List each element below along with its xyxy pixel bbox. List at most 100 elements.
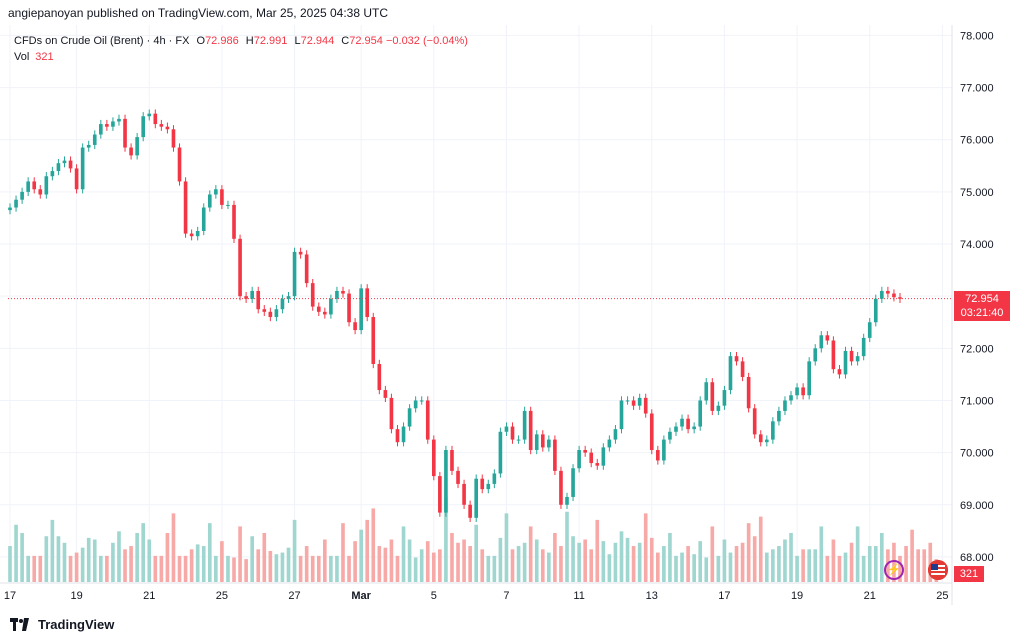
- candle: [323, 307, 327, 319]
- candle: [383, 385, 388, 403]
- candle: [656, 445, 660, 465]
- candle: [183, 177, 188, 238]
- candle: [365, 284, 370, 322]
- lightning-icon[interactable]: ⚡: [884, 560, 904, 580]
- candle-body: [807, 361, 811, 396]
- candle-body: [44, 176, 49, 195]
- candle: [631, 396, 636, 410]
- candle: [147, 109, 152, 121]
- candle-body: [516, 439, 521, 441]
- candle: [692, 422, 696, 434]
- candle: [468, 500, 472, 522]
- us-flag-icon[interactable]: [928, 560, 948, 580]
- volume-bar: [910, 529, 914, 582]
- candle-body: [377, 363, 382, 391]
- symbol-label[interactable]: CFDs on Crude Oil (Brent) · 4h · FX: [14, 35, 190, 47]
- candle-body: [304, 254, 309, 284]
- candle-body: [250, 290, 254, 299]
- volume-bar: [510, 549, 515, 582]
- candle: [359, 284, 363, 335]
- candle-body: [389, 397, 394, 430]
- candle-body: [783, 400, 787, 411]
- candle-body: [789, 395, 793, 401]
- candle: [92, 130, 97, 150]
- time-axis[interactable]: 17 19 21 25 27 Mar 5 7 11 13 17 19 21 25: [4, 590, 949, 602]
- volume-bar: [789, 532, 793, 582]
- volume-bar: [92, 539, 97, 582]
- candle-body: [316, 306, 321, 312]
- candle: [462, 479, 466, 509]
- candle: [849, 346, 854, 366]
- volume-bar: [99, 555, 103, 582]
- candle: [38, 185, 43, 199]
- volume-bar: [668, 532, 672, 582]
- candle-body: [456, 470, 460, 484]
- time-tick-label: 25: [216, 590, 228, 602]
- volume-bar: [425, 541, 430, 582]
- volume-bar: [438, 549, 442, 582]
- volume-bar: [831, 539, 836, 582]
- volume-bar: [649, 537, 654, 582]
- candle-body: [637, 397, 642, 406]
- candle: [807, 357, 811, 400]
- volume-bar: [280, 552, 285, 582]
- candle: [56, 159, 61, 176]
- candle: [438, 471, 442, 517]
- volume-bar: [698, 541, 703, 582]
- candle-body: [353, 322, 357, 331]
- candle: [577, 445, 581, 473]
- candle: [86, 140, 91, 152]
- price-tick-label: 71.000: [960, 395, 994, 407]
- volume-bar: [359, 529, 363, 582]
- time-tick-label: 21: [864, 590, 876, 602]
- volume-bar: [504, 513, 509, 582]
- price-tick-label: 76.000: [960, 135, 994, 147]
- candle-body: [898, 297, 902, 299]
- candle: [813, 344, 818, 366]
- candle: [795, 383, 799, 400]
- volume-bar: [86, 537, 91, 582]
- candle: [843, 346, 848, 379]
- candle-body: [813, 348, 818, 362]
- volume-bar: [286, 547, 291, 582]
- bar-countdown: 03:21:40: [960, 306, 1004, 319]
- volume-bar: [32, 555, 37, 582]
- time-tick-label: 7: [503, 590, 509, 602]
- candle: [444, 445, 448, 517]
- candle: [510, 422, 515, 444]
- volume-bar: [377, 546, 382, 582]
- candle: [159, 119, 164, 131]
- volume-bar: [601, 541, 606, 582]
- candle-body: [861, 337, 866, 357]
- volume-label[interactable]: Vol: [14, 51, 30, 63]
- candle-body: [758, 434, 763, 443]
- volume-bar: [516, 546, 521, 582]
- time-tick-label: 19: [70, 590, 82, 602]
- volume-bar: [365, 519, 370, 582]
- candle: [329, 294, 333, 319]
- candle: [734, 351, 739, 366]
- candle-body: [438, 476, 442, 513]
- volume-tag: 321: [954, 566, 984, 582]
- candle-body: [740, 361, 745, 378]
- grid-lines: [0, 25, 952, 583]
- candle-body: [268, 311, 273, 318]
- candle: [649, 409, 654, 455]
- volume-bar: [686, 546, 690, 582]
- candle-body: [159, 124, 164, 127]
- candle-body: [365, 288, 370, 318]
- candle-body: [619, 400, 624, 430]
- price-tick-label: 78.000: [960, 30, 994, 42]
- volume-bar: [407, 539, 412, 582]
- volume-bar: [867, 546, 872, 582]
- volume-bar: [922, 549, 927, 582]
- candle-body: [734, 356, 739, 362]
- candle: [855, 351, 860, 366]
- candle: [601, 443, 606, 470]
- candle-body: [601, 447, 606, 466]
- volume-bar: [674, 555, 678, 582]
- candle-body: [425, 400, 430, 440]
- candle: [831, 336, 836, 374]
- footer-brand[interactable]: TradingView: [10, 617, 114, 632]
